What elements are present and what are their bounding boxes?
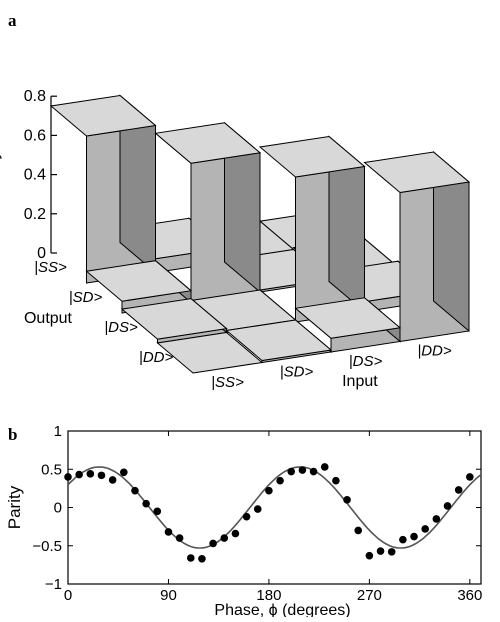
data-point [131, 486, 139, 495]
output-state-label: |SD> [69, 289, 103, 306]
data-point [175, 534, 184, 542]
data-point [97, 471, 106, 480]
bar [120, 297, 228, 344]
data-point [142, 499, 150, 508]
data-point [421, 525, 429, 533]
y-tick-label: −1 [45, 576, 62, 593]
bar [225, 318, 333, 364]
data-point [242, 512, 251, 521]
data-point [209, 539, 217, 548]
x-tick-label: 180 [256, 587, 281, 604]
bar-top-face [85, 260, 193, 302]
data-point [276, 476, 284, 485]
chart-b-parity: 0 90 180 270 360 −1 −0.5 0 0.5 1 Parity Phase, ϕ (d… [5, 423, 482, 619]
bar-top-face [258, 135, 366, 178]
data-point [287, 467, 296, 476]
plot-frame [67, 430, 482, 585]
bar-top-face [363, 151, 471, 194]
bar [363, 150, 471, 343]
data-point [343, 496, 351, 504]
bar [294, 296, 402, 353]
bar-top-face [120, 298, 228, 340]
data-point [164, 528, 173, 536]
x-tick-label: 0 [64, 587, 72, 604]
z-axis-label: Probability [0, 150, 2, 230]
bar-top-face [225, 319, 333, 362]
input-state-label: |SS> [211, 374, 244, 391]
data-point [108, 476, 117, 484]
data-point [220, 534, 229, 542]
input-axis-label: Input [342, 373, 378, 390]
bar [258, 135, 366, 323]
data-point [332, 476, 340, 485]
fit-curve [67, 466, 482, 549]
data-point [120, 468, 128, 477]
data-point [320, 463, 329, 471]
input-state-label: |DS> [349, 353, 383, 370]
y-tick-label: 0.5 [41, 461, 62, 478]
data-point [387, 548, 396, 556]
x-tick-label: 270 [357, 587, 382, 604]
input-state-label: |DD> [417, 342, 452, 359]
chart-a-3d-bars: 00.20.40.60.8Probability|SS>|SD>|DS>|DD>… [0, 88, 471, 391]
z-tick-label: 0.2 [24, 206, 46, 223]
bar [49, 94, 157, 284]
data-point [86, 470, 95, 478]
data-point [64, 473, 72, 481]
bar [85, 259, 193, 314]
output-state-label: |SS> [34, 259, 67, 276]
data-point [153, 507, 162, 516]
bar [154, 121, 262, 304]
z-tick-label: 0.8 [24, 88, 46, 105]
z-tick-label: 0.4 [24, 167, 46, 184]
output-state-label: |DS> [104, 319, 138, 336]
y-axis-label: Parity [5, 485, 24, 529]
data-point [298, 466, 307, 474]
data-point [454, 486, 463, 494]
data-point [443, 502, 452, 510]
data-point [253, 505, 262, 513]
y-tick-label: −0.5 [32, 538, 62, 555]
data-point [198, 554, 206, 563]
output-axis-label: Output [24, 310, 73, 327]
data-point [399, 535, 407, 544]
data-point [265, 486, 273, 495]
bar-top-face [49, 94, 157, 137]
bar-top-face [294, 297, 402, 339]
output-state-label: |DD> [139, 349, 174, 366]
bar [156, 331, 264, 374]
data-point [354, 526, 363, 535]
panel-b-label: b [8, 425, 17, 444]
data-point [75, 470, 83, 479]
x-axis-label: Phase, ϕ (degrees) [214, 602, 350, 617]
y-tick-label: 1 [54, 423, 62, 440]
x-tick-label: 90 [160, 587, 177, 604]
z-tick-label: 0.6 [24, 127, 46, 144]
data-point [410, 532, 418, 541]
z-tick-label: 0 [37, 245, 46, 262]
data-point [365, 551, 374, 560]
data-point [186, 554, 195, 562]
data-point [376, 547, 385, 555]
x-tick-label: 360 [457, 587, 482, 604]
data-point [309, 467, 318, 476]
data-point [231, 529, 240, 538]
bar-top-face [156, 331, 264, 374]
input-state-label: |SD> [280, 363, 314, 380]
bar-top-face [154, 122, 262, 164]
data-point [432, 515, 441, 523]
y-tick-label: 0 [54, 500, 62, 517]
panel-a-label: a [8, 11, 17, 30]
data-point [466, 473, 474, 481]
